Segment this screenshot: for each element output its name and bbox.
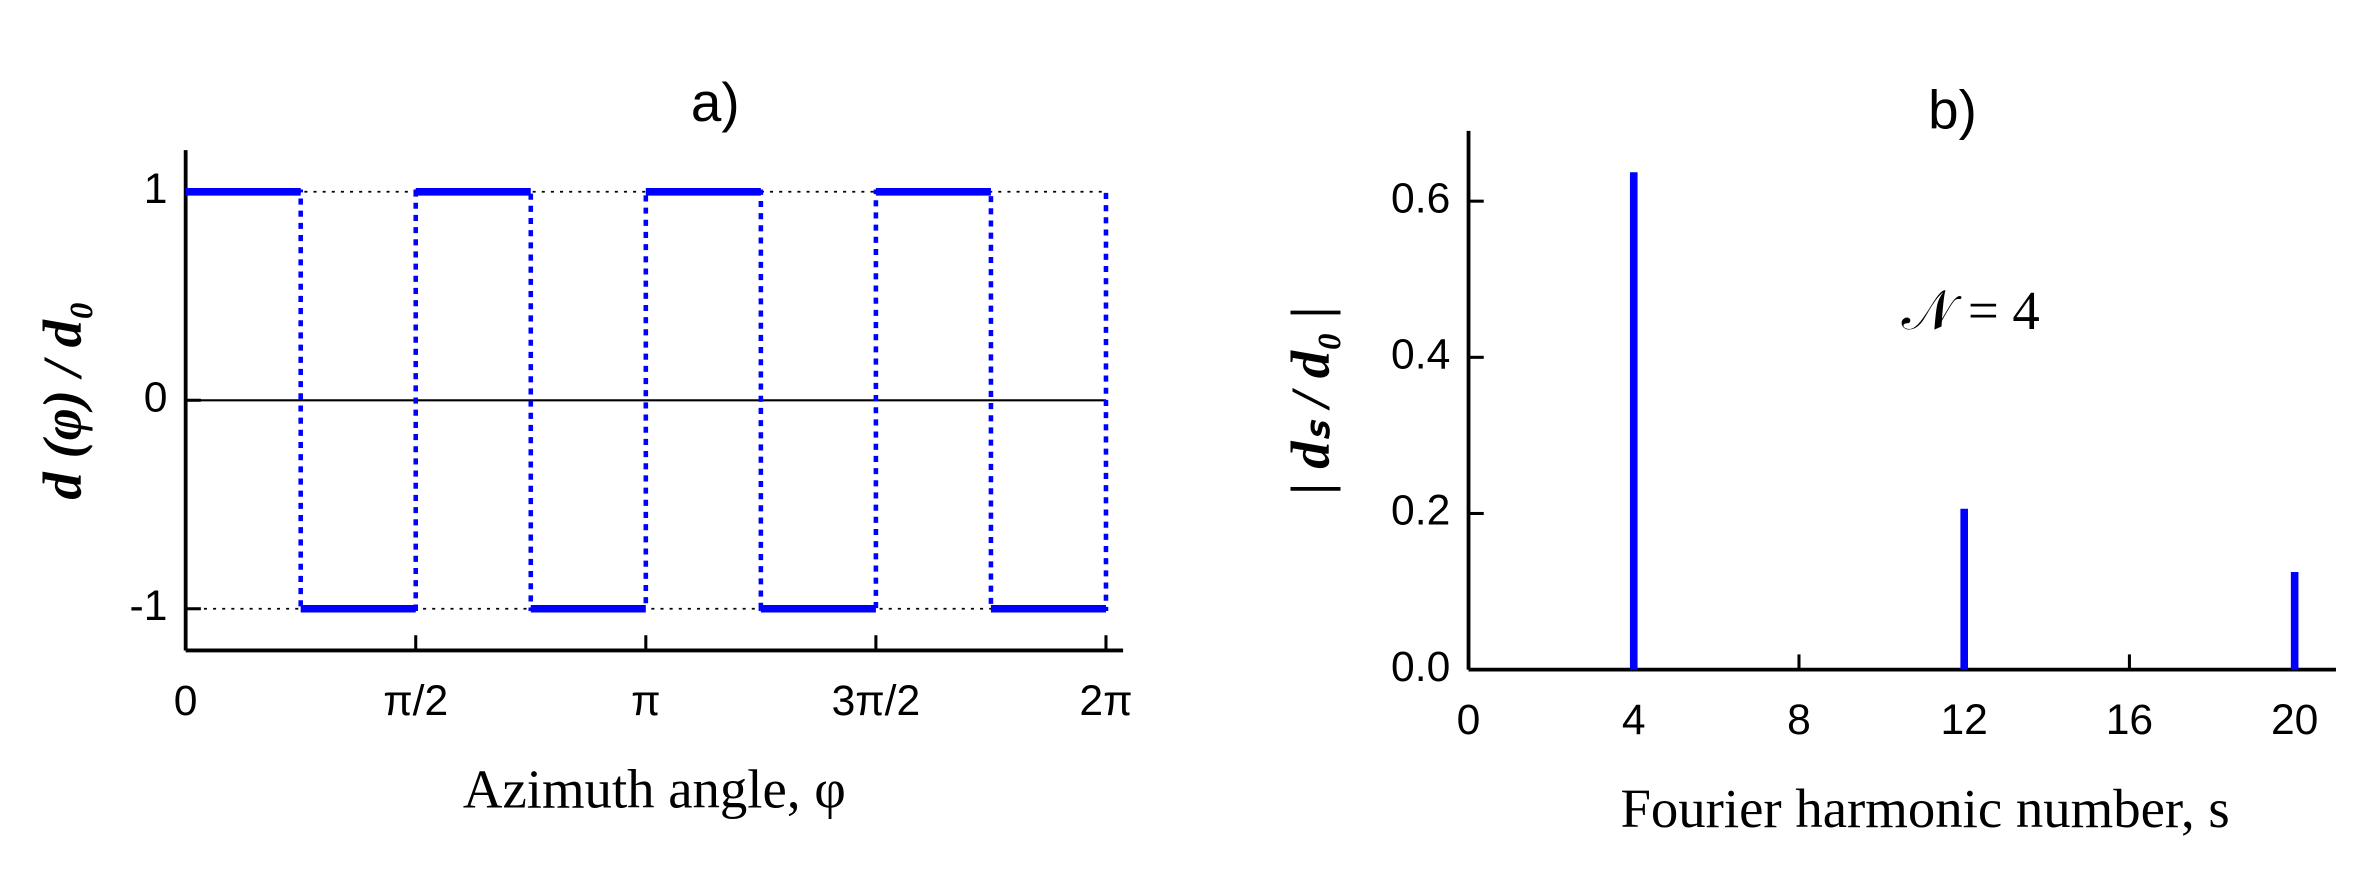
x-tick-label: 12 <box>1940 696 1987 744</box>
y-axis-label: | dₛ / d₀ | <box>1280 306 1341 494</box>
chart-title: a) <box>691 71 740 133</box>
y-tick-label: 0.2 <box>1391 487 1450 535</box>
y-tick-label: -1 <box>130 582 168 630</box>
y-tick-label: 0 <box>144 374 168 422</box>
x-tick-label: π/2 <box>383 677 448 725</box>
x-tick-label: 4 <box>1622 696 1646 744</box>
x-tick-label: 0 <box>174 677 198 725</box>
x-tick-label: 3π/2 <box>832 677 921 725</box>
x-tick-label: 2π <box>1079 677 1132 725</box>
y-tick-label: 0.0 <box>1391 643 1450 691</box>
data-line <box>185 189 1109 612</box>
y-tick-label: 0.6 <box>1391 174 1450 222</box>
x-axis-label: Azimuth angle, φ <box>463 759 846 820</box>
x-tick-label: 20 <box>2271 696 2318 744</box>
x-tick-label: 16 <box>2106 696 2153 744</box>
chart-title: b) <box>1928 79 1977 141</box>
x-axis-label: Fourier harmonic number, s <box>1620 778 2229 839</box>
annotation: 𝒩 = 4 <box>1902 280 2040 341</box>
y-tick-label: 1 <box>144 165 168 213</box>
x-tick-label: 0 <box>1457 696 1481 744</box>
x-tick-label: 8 <box>1787 696 1811 744</box>
x-tick-label: π <box>631 677 660 725</box>
y-tick-label: 0.4 <box>1391 331 1450 379</box>
y-axis-label: d (φ) / d₀ <box>32 301 93 500</box>
